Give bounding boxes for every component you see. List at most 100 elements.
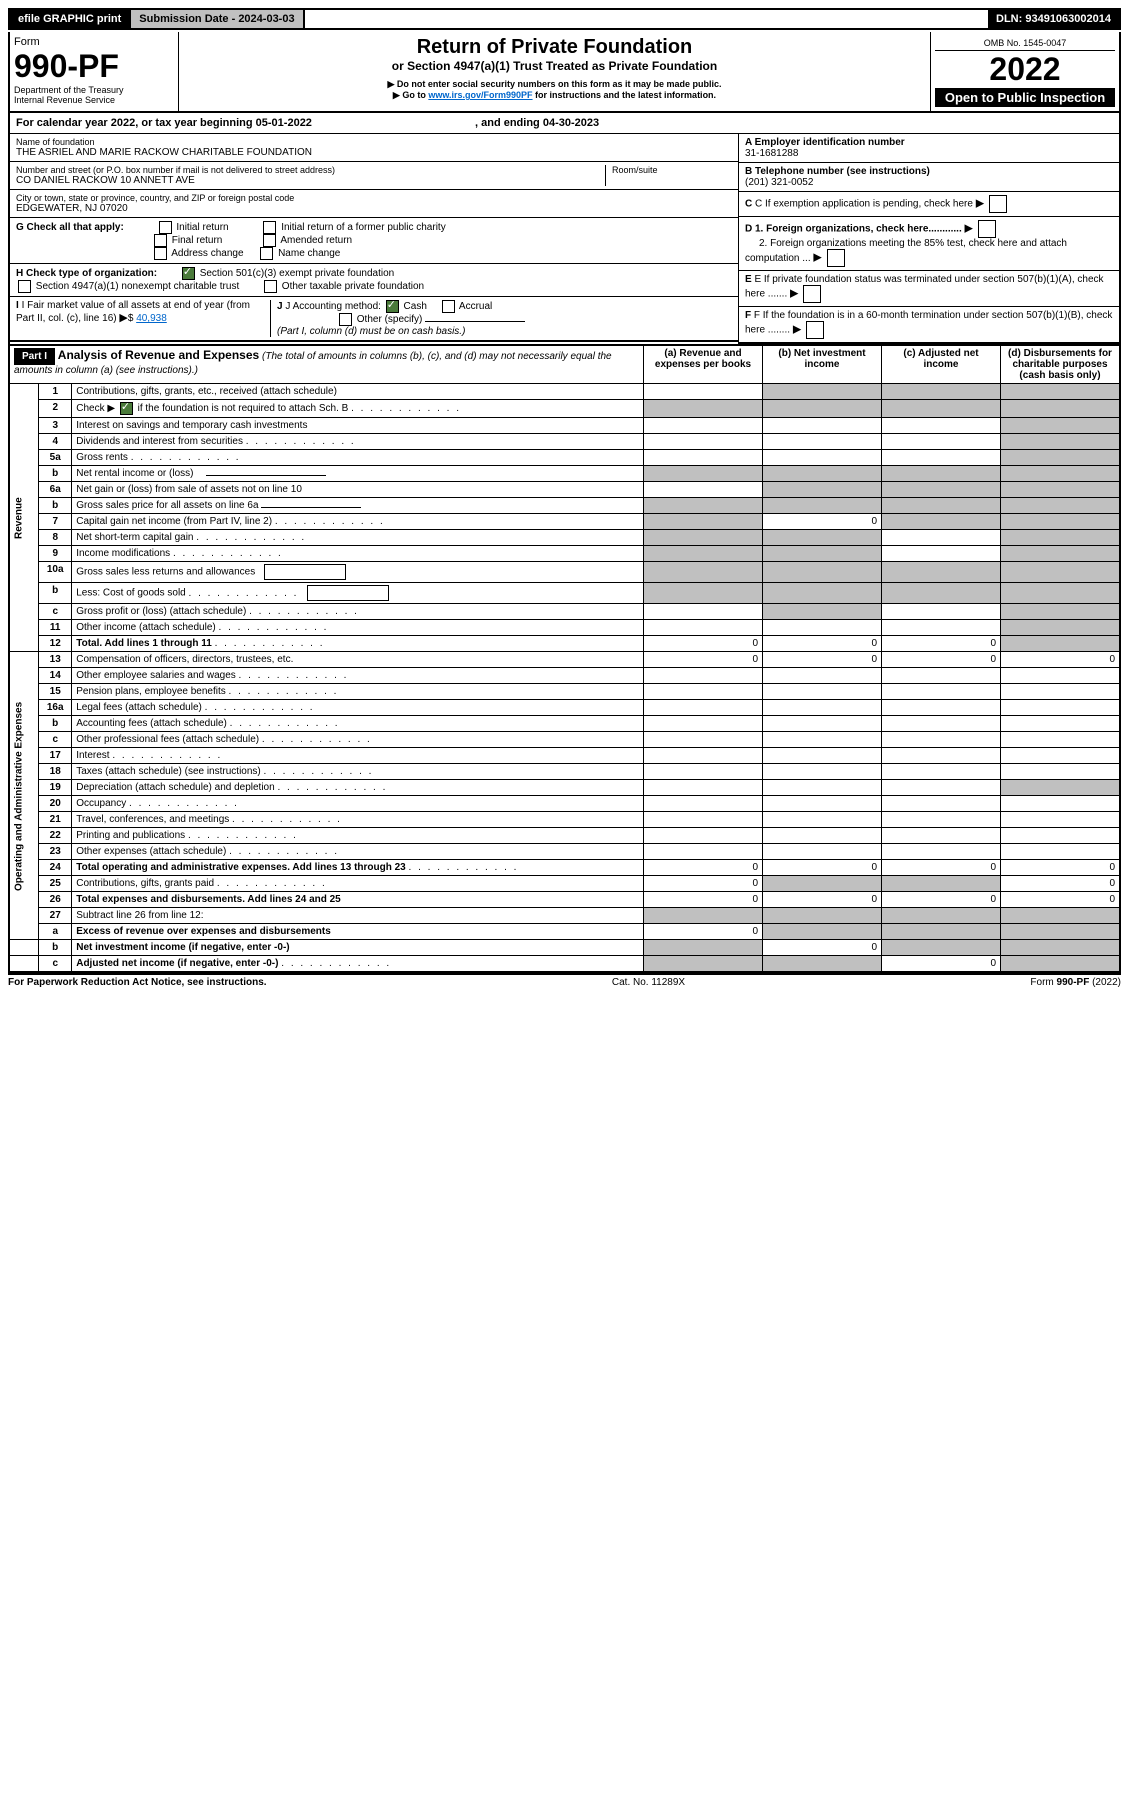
check-ij: I I Fair market value of all assets at e… bbox=[10, 297, 738, 342]
table-row: bNet rental income or (loss) bbox=[9, 466, 1120, 482]
efile-label: efile GRAPHIC print bbox=[10, 10, 131, 28]
table-row: 22Printing and publications bbox=[9, 828, 1120, 844]
note-goto: ▶ Go to www.irs.gov/Form990PF for instru… bbox=[183, 90, 926, 101]
header-right: OMB No. 1545-0047 2022 Open to Public In… bbox=[931, 32, 1119, 111]
table-row: 9Income modifications bbox=[9, 546, 1120, 562]
checkbox-c[interactable] bbox=[989, 195, 1007, 213]
checkbox-e[interactable] bbox=[803, 285, 821, 303]
table-row: 3Interest on savings and temporary cash … bbox=[9, 418, 1120, 434]
col-a-header: (a) Revenue and expenses per books bbox=[644, 345, 763, 384]
table-row: 20Occupancy bbox=[9, 796, 1120, 812]
dept-treasury: Department of the Treasury bbox=[14, 85, 174, 95]
form-header: Form 990-PF Department of the Treasury I… bbox=[8, 32, 1121, 113]
form-subtitle: or Section 4947(a)(1) Trust Treated as P… bbox=[183, 59, 926, 73]
table-row: 10aGross sales less returns and allowanc… bbox=[9, 562, 1120, 583]
checkbox-address-change[interactable] bbox=[154, 247, 167, 260]
checkbox-4947[interactable] bbox=[18, 280, 31, 293]
table-row: cAdjusted net income (if negative, enter… bbox=[9, 956, 1120, 973]
header-left: Form 990-PF Department of the Treasury I… bbox=[10, 32, 179, 111]
foundation-name-cell: Name of foundation THE ASRIEL AND MARIE … bbox=[10, 134, 738, 162]
part1-label: Part I bbox=[14, 348, 55, 365]
d-cell: D 1. Foreign organizations, check here..… bbox=[739, 217, 1119, 271]
check-h: H Check type of organization: Section 50… bbox=[10, 264, 738, 297]
irs-link[interactable]: www.irs.gov/Form990PF bbox=[428, 90, 532, 100]
ein-cell: A Employer identification number 31-1681… bbox=[739, 134, 1119, 163]
checkbox-name-change[interactable] bbox=[260, 247, 273, 260]
table-row: 17Interest bbox=[9, 748, 1120, 764]
checkbox-other-taxable[interactable] bbox=[264, 280, 277, 293]
table-row: bNet investment income (if negative, ent… bbox=[9, 940, 1120, 956]
checkbox-schb[interactable] bbox=[120, 402, 133, 415]
table-row: 18Taxes (attach schedule) (see instructi… bbox=[9, 764, 1120, 780]
expenses-section-label: Operating and Administrative Expenses bbox=[9, 652, 39, 940]
form-title: Return of Private Foundation bbox=[183, 36, 926, 59]
omb-no: OMB No. 1545-0047 bbox=[935, 36, 1115, 51]
checkbox-501c3[interactable] bbox=[182, 267, 195, 280]
table-row: 5aGross rents bbox=[9, 450, 1120, 466]
table-row: 21Travel, conferences, and meetings bbox=[9, 812, 1120, 828]
tax-year: 2022 bbox=[935, 51, 1115, 88]
footer: For Paperwork Reduction Act Notice, see … bbox=[8, 973, 1121, 990]
table-row: 27Subtract line 26 from line 12: bbox=[9, 908, 1120, 924]
entity-info: Name of foundation THE ASRIEL AND MARIE … bbox=[8, 134, 1121, 344]
table-row: Operating and Administrative Expenses 13… bbox=[9, 652, 1120, 668]
c-cell: C C If exemption application is pending,… bbox=[739, 192, 1119, 217]
checkbox-final-return[interactable] bbox=[154, 234, 167, 247]
table-row: 24Total operating and administrative exp… bbox=[9, 860, 1120, 876]
irs-label: Internal Revenue Service bbox=[14, 95, 174, 105]
table-row: 15Pension plans, employee benefits bbox=[9, 684, 1120, 700]
table-row: Revenue 1Contributions, gifts, grants, e… bbox=[9, 384, 1120, 400]
checkbox-other-method[interactable] bbox=[339, 313, 352, 326]
table-row: bGross sales price for all assets on lin… bbox=[9, 498, 1120, 514]
table-row: 7Capital gain net income (from Part IV, … bbox=[9, 514, 1120, 530]
table-row: aExcess of revenue over expenses and dis… bbox=[9, 924, 1120, 940]
revenue-section-label: Revenue bbox=[9, 384, 39, 652]
open-public: Open to Public Inspection bbox=[935, 88, 1115, 107]
table-row: cGross profit or (loss) (attach schedule… bbox=[9, 604, 1120, 620]
f-cell: F F If the foundation is in a 60-month t… bbox=[739, 307, 1119, 344]
table-row: 8Net short-term capital gain bbox=[9, 530, 1120, 546]
calendar-year-row: For calendar year 2022, or tax year begi… bbox=[8, 113, 1121, 134]
fmv-link[interactable]: 40,938 bbox=[136, 313, 167, 324]
form-word: Form bbox=[14, 36, 174, 48]
submission-date: Submission Date - 2024-03-03 bbox=[131, 10, 304, 28]
checkbox-d2[interactable] bbox=[827, 249, 845, 267]
checkbox-cash[interactable] bbox=[386, 300, 399, 313]
address-cell: Number and street (or P.O. box number if… bbox=[10, 162, 738, 190]
note-ssn: ▶ Do not enter social security numbers o… bbox=[183, 79, 926, 90]
table-row: 6aNet gain or (loss) from sale of assets… bbox=[9, 482, 1120, 498]
table-row: 11Other income (attach schedule) bbox=[9, 620, 1120, 636]
table-row: bLess: Cost of goods sold bbox=[9, 583, 1120, 604]
checkbox-amended[interactable] bbox=[263, 234, 276, 247]
checkbox-f[interactable] bbox=[806, 321, 824, 339]
table-row: bAccounting fees (attach schedule) bbox=[9, 716, 1120, 732]
table-row: 4Dividends and interest from securities bbox=[9, 434, 1120, 450]
table-row: 2Check ▶ if the foundation is not requir… bbox=[9, 400, 1120, 418]
part1-table: Part I Analysis of Revenue and Expenses … bbox=[8, 344, 1121, 973]
cat-no: Cat. No. 11289X bbox=[612, 977, 685, 988]
e-cell: E E If private foundation status was ter… bbox=[739, 271, 1119, 307]
dln: DLN: 93491063002014 bbox=[988, 10, 1119, 28]
paperwork-notice: For Paperwork Reduction Act Notice, see … bbox=[8, 977, 267, 988]
header-center: Return of Private Foundation or Section … bbox=[179, 32, 931, 111]
checkbox-accrual[interactable] bbox=[442, 300, 455, 313]
col-d-header: (d) Disbursements for charitable purpose… bbox=[1001, 345, 1121, 384]
table-row: 23Other expenses (attach schedule) bbox=[9, 844, 1120, 860]
col-b-header: (b) Net investment income bbox=[763, 345, 882, 384]
form-number: 990-PF bbox=[14, 48, 174, 85]
table-row: 19Depreciation (attach schedule) and dep… bbox=[9, 780, 1120, 796]
checkbox-initial-former[interactable] bbox=[263, 221, 276, 234]
table-row: cOther professional fees (attach schedul… bbox=[9, 732, 1120, 748]
checkbox-d1[interactable] bbox=[978, 220, 996, 238]
top-bar: efile GRAPHIC print Submission Date - 20… bbox=[8, 8, 1121, 30]
checkbox-initial-return[interactable] bbox=[159, 221, 172, 234]
phone-cell: B Telephone number (see instructions) (2… bbox=[739, 163, 1119, 192]
table-row: 14Other employee salaries and wages bbox=[9, 668, 1120, 684]
table-row: 25Contributions, gifts, grants paid 00 bbox=[9, 876, 1120, 892]
table-row: 16aLegal fees (attach schedule) bbox=[9, 700, 1120, 716]
col-c-header: (c) Adjusted net income bbox=[882, 345, 1001, 384]
city-cell: City or town, state or province, country… bbox=[10, 190, 738, 218]
check-g: G Check all that apply: Initial return I… bbox=[10, 218, 738, 264]
table-row: 12Total. Add lines 1 through 11 000 bbox=[9, 636, 1120, 652]
form-footer: Form 990-PF (2022) bbox=[1030, 977, 1121, 988]
